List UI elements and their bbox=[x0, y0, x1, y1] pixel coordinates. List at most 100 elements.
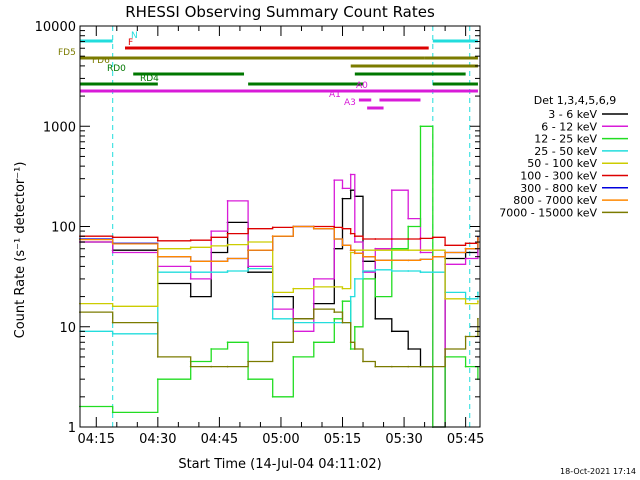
data-point bbox=[226, 270, 229, 272]
data-point bbox=[353, 235, 356, 238]
state-bar-label: FD6 bbox=[92, 56, 110, 66]
legend-title: Det 1,3,4,5,6,9 bbox=[534, 94, 617, 107]
legend-entry-label: 25 - 50 keV bbox=[534, 145, 597, 158]
data-point bbox=[407, 259, 410, 262]
data-point bbox=[111, 332, 114, 335]
data-point bbox=[333, 311, 336, 313]
data-point bbox=[349, 173, 352, 176]
data-point bbox=[247, 378, 250, 381]
data-point bbox=[407, 365, 410, 368]
state-bar-n bbox=[80, 39, 113, 43]
data-point bbox=[362, 360, 364, 363]
data-point bbox=[407, 249, 410, 252]
data-point bbox=[341, 197, 344, 200]
data-point bbox=[464, 365, 467, 368]
data-point bbox=[464, 335, 467, 338]
data-point bbox=[349, 232, 352, 235]
data-point bbox=[247, 241, 250, 243]
data-point bbox=[247, 227, 250, 230]
data-point bbox=[353, 325, 356, 328]
data-point bbox=[362, 238, 364, 240]
legend-entry-label: 100 - 300 keV bbox=[520, 170, 597, 183]
data-point bbox=[156, 255, 159, 258]
data-point bbox=[189, 260, 192, 263]
data-point bbox=[349, 341, 352, 344]
data-point bbox=[407, 238, 410, 240]
data-point bbox=[419, 365, 422, 368]
data-point bbox=[464, 242, 467, 245]
data-point bbox=[271, 395, 274, 398]
state-bar-rd4 bbox=[248, 82, 364, 86]
data-point bbox=[292, 317, 295, 320]
data-point bbox=[111, 321, 114, 324]
data-point bbox=[353, 252, 356, 255]
data-point bbox=[333, 286, 336, 288]
data-point bbox=[431, 249, 434, 252]
data-point bbox=[312, 278, 315, 280]
data-point bbox=[444, 348, 446, 350]
data-point bbox=[390, 189, 393, 192]
data-point bbox=[349, 249, 352, 252]
x-axis-label: Start Time (14-Jul-04 04:11:02) bbox=[178, 457, 381, 472]
state-bar-label: FD5 bbox=[58, 48, 76, 58]
state-bar-a1 bbox=[358, 98, 372, 102]
data-point bbox=[349, 295, 352, 298]
data-point bbox=[210, 348, 213, 350]
data-point bbox=[464, 257, 467, 260]
data-point bbox=[156, 356, 159, 358]
data-point bbox=[111, 411, 114, 414]
data-point bbox=[226, 257, 229, 260]
data-point bbox=[390, 249, 393, 252]
state-bar-a0 bbox=[80, 89, 478, 93]
data-point bbox=[477, 300, 479, 303]
data-point bbox=[271, 226, 274, 229]
state-bar-a1 bbox=[379, 98, 421, 102]
data-point bbox=[189, 246, 192, 249]
data-point bbox=[419, 271, 422, 274]
data-point bbox=[226, 341, 229, 344]
data-point bbox=[444, 297, 446, 300]
data-point bbox=[349, 189, 352, 192]
data-point bbox=[464, 302, 467, 305]
state-bar-fd5 bbox=[80, 56, 425, 60]
state-bar-label: RD4 bbox=[140, 74, 159, 84]
data-point bbox=[189, 295, 192, 298]
data-point bbox=[431, 365, 434, 368]
state-bar-label: A0 bbox=[356, 81, 368, 91]
data-point bbox=[407, 217, 410, 220]
data-point bbox=[226, 243, 229, 246]
data-point bbox=[189, 365, 192, 368]
data-point bbox=[292, 225, 295, 228]
data-point bbox=[156, 378, 159, 381]
data-point bbox=[419, 249, 422, 252]
x-tick-label: 05:30 bbox=[385, 432, 422, 447]
data-point bbox=[341, 227, 344, 230]
data-point bbox=[341, 187, 344, 190]
state-bar-rd0 bbox=[133, 72, 245, 76]
data-point bbox=[333, 179, 336, 182]
legend-entry-label: 50 - 100 keV bbox=[527, 157, 597, 170]
data-point bbox=[210, 365, 213, 368]
data-point bbox=[292, 356, 295, 358]
data-point bbox=[419, 237, 422, 240]
legend-entry-label: 300 - 800 keV bbox=[520, 182, 597, 195]
data-point bbox=[374, 259, 377, 262]
data-point bbox=[477, 291, 479, 294]
data-point bbox=[390, 365, 393, 368]
x-tick-label: 04:30 bbox=[139, 432, 176, 447]
state-bar-label: RD0 bbox=[107, 64, 126, 74]
data-point bbox=[390, 238, 393, 240]
data-point bbox=[333, 238, 336, 240]
data-point bbox=[226, 365, 229, 368]
series-line-7 bbox=[79, 225, 479, 262]
data-point bbox=[374, 249, 377, 252]
data-point bbox=[271, 291, 274, 294]
data-point bbox=[333, 321, 336, 324]
data-point bbox=[374, 317, 377, 320]
data-point bbox=[247, 267, 250, 270]
x-tick-label: 04:15 bbox=[78, 432, 115, 447]
data-point bbox=[312, 227, 315, 230]
state-bar-rd4 bbox=[432, 82, 478, 86]
